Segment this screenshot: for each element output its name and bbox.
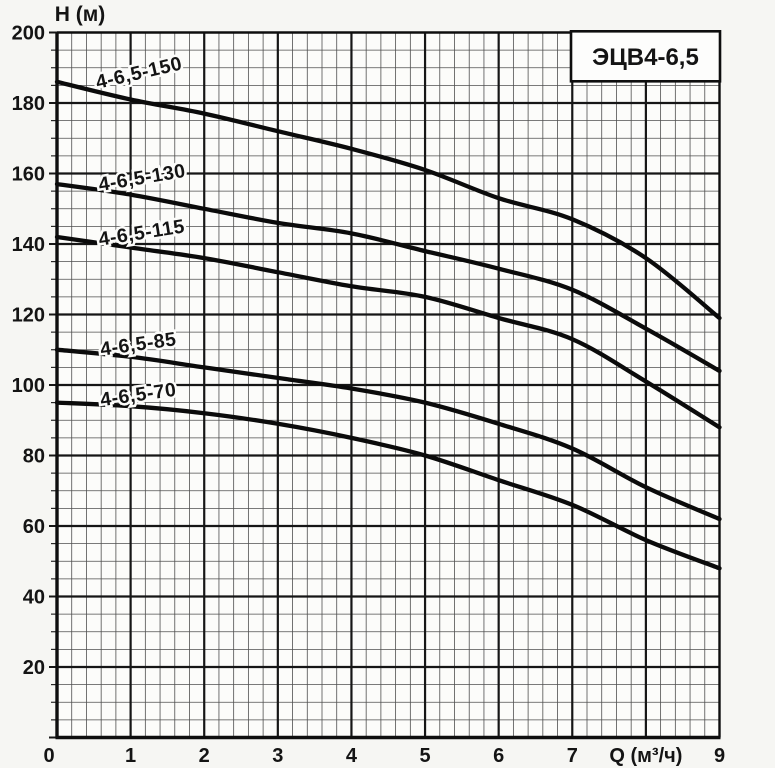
pump-curve-4-6-5-130	[54, 181, 722, 374]
x-tick-label: Q (м³/ч)	[609, 745, 682, 767]
y-tick-label: 200	[12, 23, 45, 45]
x-tick-label: 5	[419, 745, 430, 767]
x-tick-label: 2	[199, 745, 210, 767]
x-tick-label: 6	[493, 745, 504, 767]
x-tick-label: 4	[346, 745, 358, 767]
y-axis-title: H (м)	[55, 3, 106, 26]
x-tick-label: 1	[125, 745, 136, 767]
x-tick-label: 9	[714, 745, 725, 767]
title-box	[569, 29, 722, 83]
y-tick-label: 20	[23, 657, 45, 679]
x-tick-label: 7	[567, 745, 578, 767]
pump-curve-4-6-5-115	[54, 234, 722, 430]
y-tick-label: 120	[12, 305, 45, 327]
x-tick-label: 3	[272, 745, 283, 767]
y-tick-label: 60	[23, 516, 45, 538]
pump-curve-4-6-5-70	[54, 400, 722, 571]
chart-title: ЭЦВ4-6,5	[592, 44, 699, 71]
y-tick-label: 180	[12, 93, 45, 115]
y-tick-label: 160	[12, 164, 45, 186]
pump-curve-4-6-5-150	[54, 79, 722, 321]
y-tick-label: 40	[23, 587, 45, 609]
y-tick-label: 100	[12, 375, 45, 397]
y-tick-label: 140	[12, 234, 45, 256]
pump-curve-4-6-5-85	[54, 347, 722, 522]
x-tick-label: 0	[43, 745, 54, 767]
y-tick-label: 80	[23, 446, 45, 468]
